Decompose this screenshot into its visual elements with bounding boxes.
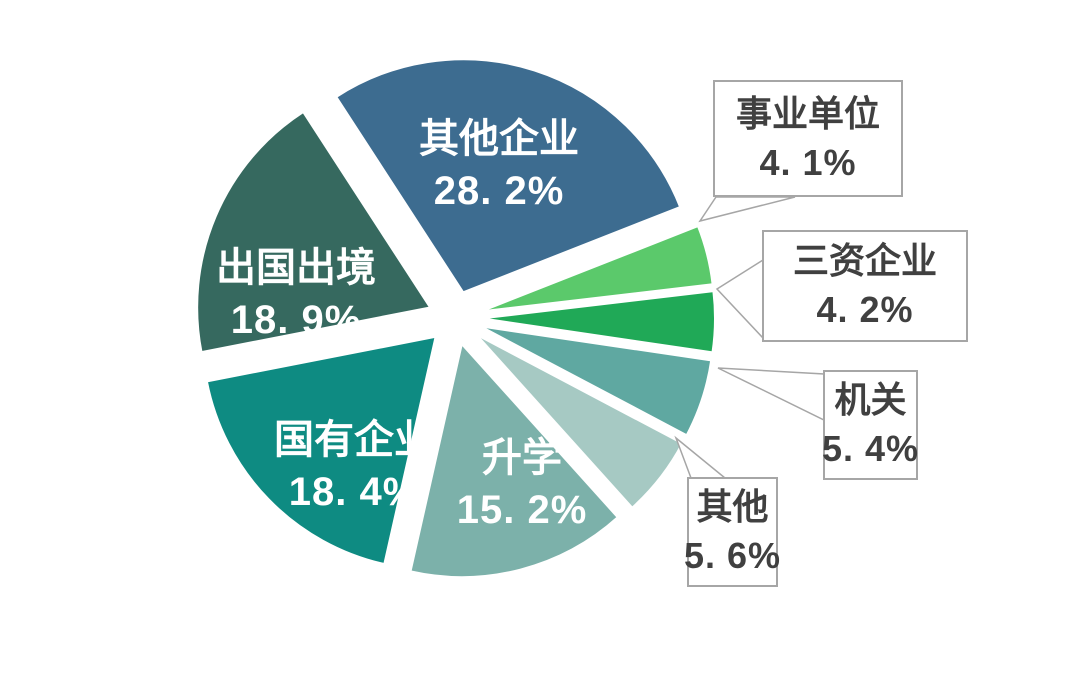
callout-name: 其他: [696, 486, 769, 528]
pie-slice-3: [480, 325, 713, 437]
callout-leader-line-2: [717, 367, 825, 422]
callout-government-agencies: 机关 5. 4%: [821, 370, 920, 480]
pie-slice-2: [481, 289, 716, 354]
pie-slice-7: [196, 110, 432, 354]
pie-slice-5: [409, 341, 620, 579]
callout-public-institutions: 事业单位 4. 1%: [713, 80, 903, 197]
callout-leader-line-3: [674, 435, 728, 479]
callout-foreign-invested-enterprises: 三资企业 4. 2%: [762, 230, 968, 342]
callout-name: 三资企业: [792, 240, 937, 282]
callout-percent: 5. 6%: [683, 535, 782, 576]
callout-percent: 4. 2%: [816, 289, 914, 330]
callout-leader-line-0: [698, 196, 796, 223]
pie-slice-0: [334, 58, 682, 294]
pie-slice-6: [205, 335, 437, 566]
callout-name: 机关: [834, 379, 907, 421]
callout-percent: 5. 4%: [821, 428, 920, 469]
callout-name: 事业单位: [735, 92, 880, 134]
callout-percent: 4. 1%: [759, 141, 857, 183]
callout-leader-line-1: [715, 258, 764, 340]
callout-others: 其他 5. 6%: [683, 477, 782, 587]
pie-slice-1: [480, 224, 714, 313]
